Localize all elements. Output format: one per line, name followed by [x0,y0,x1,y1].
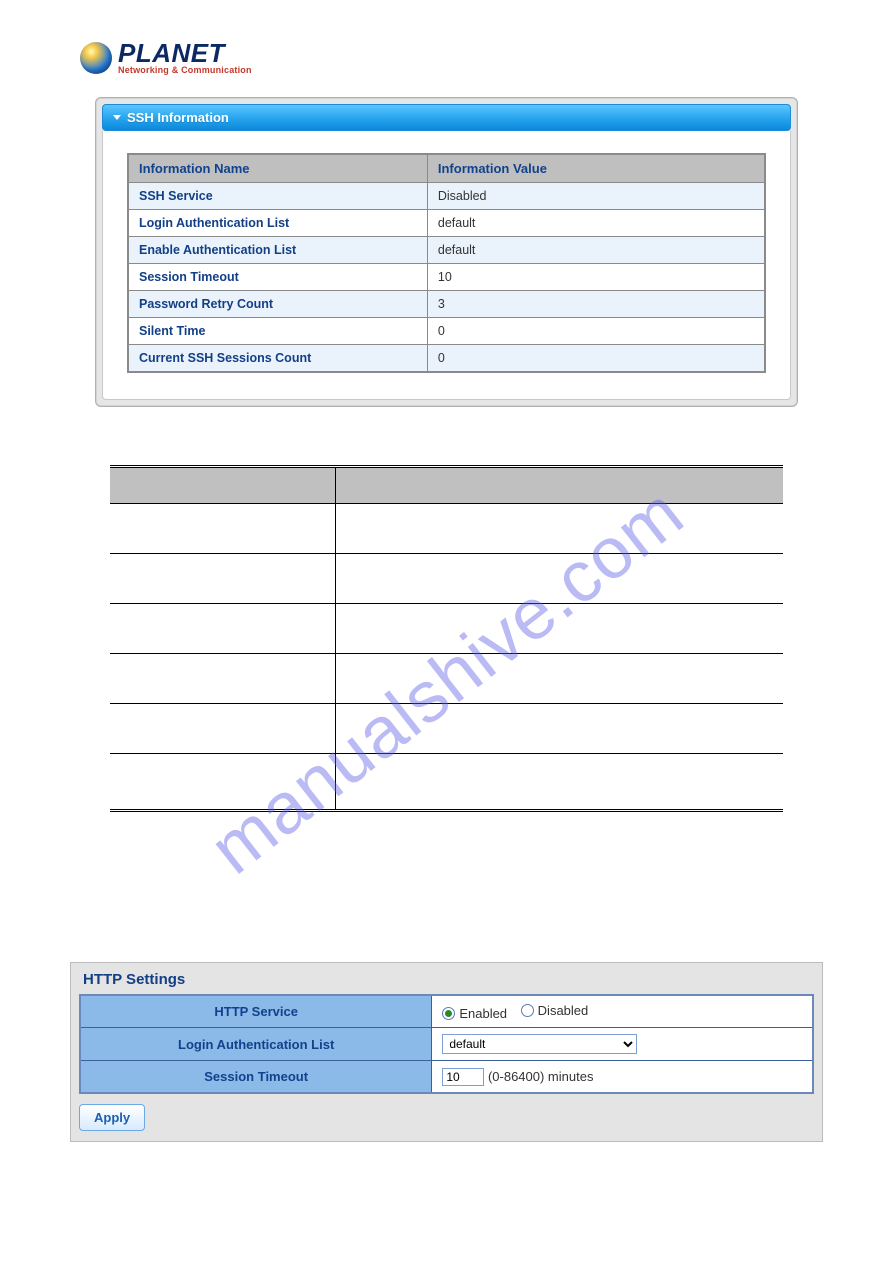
auth-list-select[interactable]: default [442,1034,637,1054]
row-name: Session Timeout [128,264,427,291]
empty-row [110,654,783,704]
http-settings-panel: HTTP Settings HTTP Service Enabled Disab… [70,962,823,1142]
row-name: Silent Time [128,318,427,345]
row-name: SSH Service [128,183,427,210]
row-value: default [427,210,765,237]
table-row: SSH Service Disabled [128,183,765,210]
row-value: 0 [427,318,765,345]
ssh-info-panel: SSH Information Information Name Informa… [95,97,798,407]
brand-text: PLANET Networking & Communication [118,40,252,75]
chevron-down-icon [113,115,121,120]
row-name: Login Authentication List [128,210,427,237]
row-name: Enable Authentication List [128,237,427,264]
row-value: 10 [427,264,765,291]
session-timeout-input[interactable] [442,1068,484,1086]
row-value: 3 [427,291,765,318]
radio-disabled[interactable]: Disabled [521,1003,589,1018]
form-row-timeout: Session Timeout (0-86400) minutes [80,1061,813,1094]
empty-row [110,604,783,654]
radio-enabled[interactable]: Enabled [442,1006,507,1021]
table-row: Enable Authentication List default [128,237,765,264]
panel-title: SSH Information [127,110,229,125]
globe-icon [80,42,112,74]
empty-table-header [110,468,783,504]
brand-tagline: Networking & Communication [118,66,252,75]
form-row-auth: Login Authentication List default [80,1028,813,1061]
radio-disabled-label: Disabled [538,1003,589,1018]
auth-list-field: default [432,1028,813,1061]
empty-row [110,704,783,754]
panel-header[interactable]: SSH Information [102,104,791,131]
row-name: Password Retry Count [128,291,427,318]
table-row: Current SSH Sessions Count 0 [128,345,765,373]
col-name: Information Name [128,154,427,183]
row-value: default [427,237,765,264]
session-timeout-label: Session Timeout [80,1061,432,1094]
brand-logo: PLANET Networking & Communication [80,40,823,75]
radio-icon [442,1007,455,1020]
form-row-service: HTTP Service Enabled Disabled [80,995,813,1028]
auth-list-label: Login Authentication List [80,1028,432,1061]
row-value: Disabled [427,183,765,210]
http-service-field: Enabled Disabled [432,995,813,1028]
http-service-label: HTTP Service [80,995,432,1028]
ssh-info-table: Information Name Information Value SSH S… [127,153,766,373]
row-value: 0 [427,345,765,373]
session-timeout-field: (0-86400) minutes [432,1061,813,1094]
http-settings-title: HTTP Settings [79,969,814,994]
apply-button[interactable]: Apply [79,1104,145,1131]
radio-icon [521,1004,534,1017]
table-row: Session Timeout 10 [128,264,765,291]
col-value: Information Value [427,154,765,183]
empty-row [110,754,783,809]
panel-body: Information Name Information Value SSH S… [102,131,791,400]
radio-enabled-label: Enabled [459,1006,507,1021]
empty-table [110,465,783,812]
empty-row [110,504,783,554]
brand-name: PLANET [118,40,252,66]
table-row: Login Authentication List default [128,210,765,237]
session-timeout-hint: (0-86400) minutes [488,1069,594,1084]
table-row: Silent Time 0 [128,318,765,345]
empty-row [110,554,783,604]
table-row: Password Retry Count 3 [128,291,765,318]
http-settings-form: HTTP Service Enabled Disabled Login Auth… [79,994,814,1094]
row-name: Current SSH Sessions Count [128,345,427,373]
